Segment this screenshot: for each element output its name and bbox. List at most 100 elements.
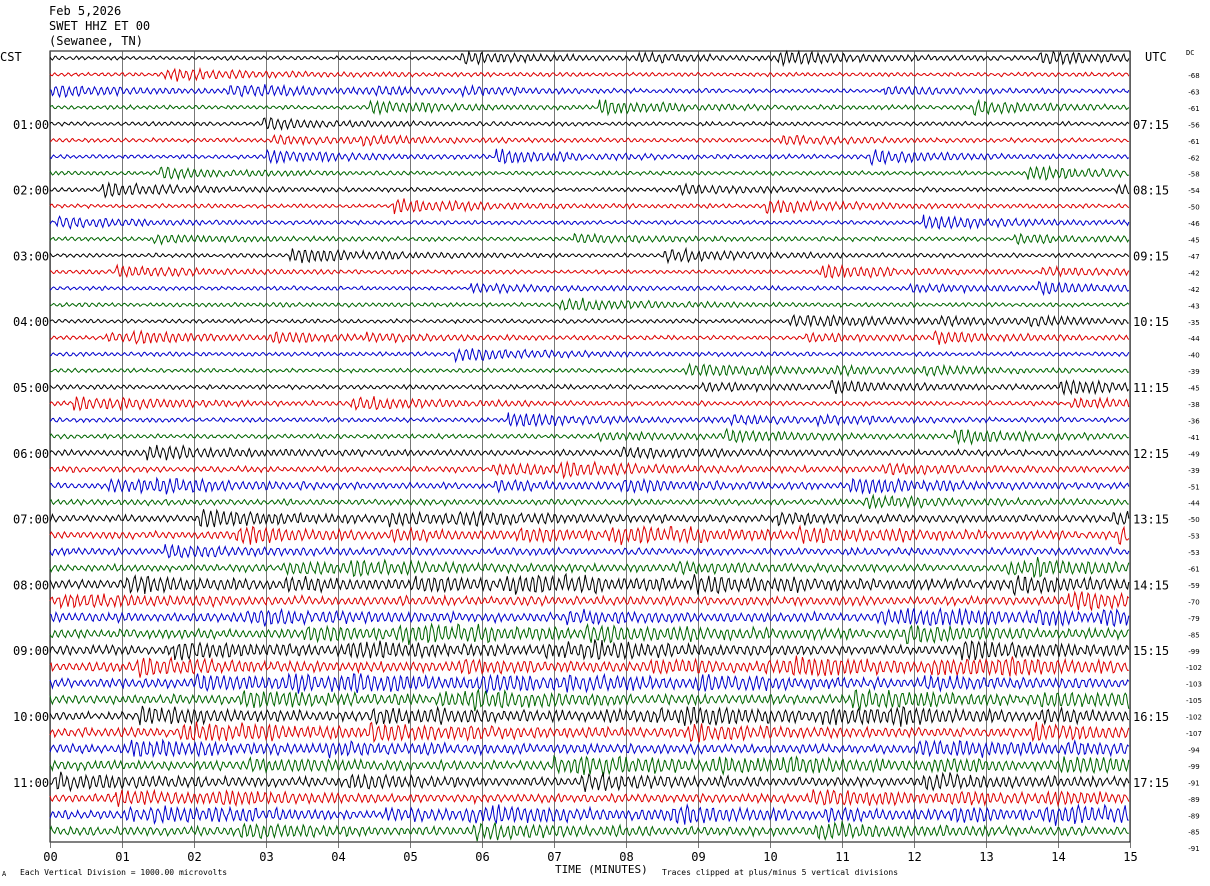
seismic-trace bbox=[49, 181, 1130, 199]
right-hour-label: 09:15 bbox=[1133, 249, 1169, 263]
seismic-trace bbox=[49, 622, 1130, 646]
dc-offset-label: -99 bbox=[1188, 763, 1199, 771]
dc-offset-label: -105 bbox=[1186, 697, 1202, 705]
x-tick-label: 09 bbox=[691, 850, 705, 864]
right-hour-label: 16:15 bbox=[1133, 710, 1169, 724]
left-hour-label: 02:00 bbox=[13, 184, 49, 198]
left-hour-label: 07:00 bbox=[13, 513, 49, 527]
left-timezone-label: CST bbox=[0, 50, 22, 64]
dc-offset-header: DC bbox=[1186, 49, 1195, 57]
record-date: Feb 5,2026 bbox=[49, 4, 122, 18]
seismic-trace bbox=[49, 412, 1130, 428]
dc-offset-label: -45 bbox=[1188, 237, 1199, 245]
seismic-trace bbox=[49, 524, 1130, 546]
right-hour-label: 13:15 bbox=[1133, 513, 1169, 527]
seismic-trace bbox=[49, 133, 1129, 147]
dc-offset-label: -102 bbox=[1186, 664, 1202, 672]
x-tick-label: 15 bbox=[1123, 850, 1137, 864]
x-axis-title: TIME (MINUTES) bbox=[555, 863, 648, 876]
dc-offset-label: -46 bbox=[1188, 220, 1200, 228]
right-hour-label: 14:15 bbox=[1133, 578, 1169, 592]
dc-offset-label: -41 bbox=[1188, 434, 1199, 442]
seismic-trace bbox=[49, 771, 1130, 793]
corner-mark: A bbox=[2, 870, 7, 878]
dc-offset-label: -61 bbox=[1188, 138, 1199, 146]
dc-offset-label: -53 bbox=[1188, 549, 1199, 557]
x-tick-label: 13 bbox=[979, 850, 993, 864]
x-tick-label: 02 bbox=[187, 850, 201, 864]
station-location: (Sewanee, TN) bbox=[49, 34, 143, 48]
dc-offset-label: -39 bbox=[1188, 368, 1199, 376]
right-timezone-label: UTC bbox=[1145, 50, 1167, 64]
dc-offset-label: -107 bbox=[1186, 730, 1202, 738]
left-hour-label: 06:00 bbox=[13, 447, 49, 461]
left-hour-label: 01:00 bbox=[13, 118, 49, 132]
x-tick-label: 06 bbox=[475, 850, 489, 864]
x-tick-label: 05 bbox=[403, 850, 417, 864]
seismic-trace bbox=[49, 572, 1130, 597]
dc-offset-label: -79 bbox=[1188, 615, 1199, 623]
right-hour-label: 07:15 bbox=[1133, 118, 1169, 132]
station-channel: SWET HHZ ET 00 bbox=[49, 19, 151, 33]
seismic-trace bbox=[49, 116, 1130, 131]
seismic-trace bbox=[49, 590, 1130, 612]
dc-offset-label: -43 bbox=[1188, 302, 1199, 310]
seismic-trace bbox=[49, 639, 1130, 661]
left-hour-label: 03:00 bbox=[13, 249, 49, 263]
seismic-trace bbox=[49, 83, 1130, 99]
dc-offset-label: -44 bbox=[1188, 335, 1200, 343]
seismic-trace bbox=[49, 164, 1129, 182]
seismic-trace bbox=[49, 493, 1129, 510]
right-hour-label: 08:15 bbox=[1133, 184, 1169, 198]
scale-note: Each Vertical Division = 1000.00 microvo… bbox=[20, 868, 228, 877]
seismic-trace bbox=[49, 379, 1130, 396]
dc-offset-label: -61 bbox=[1188, 105, 1199, 113]
dc-offset-label: -102 bbox=[1186, 714, 1202, 722]
right-hour-label: 12:15 bbox=[1133, 447, 1169, 461]
dc-offset-label: -89 bbox=[1188, 796, 1199, 804]
seismic-trace bbox=[49, 362, 1129, 378]
dc-offset-label: -62 bbox=[1188, 154, 1199, 162]
left-hour-label: 09:00 bbox=[13, 644, 49, 658]
dc-offset-label: -40 bbox=[1188, 352, 1199, 360]
seismic-trace bbox=[49, 721, 1130, 743]
seismic-trace bbox=[49, 214, 1130, 230]
dc-offset-label: -36 bbox=[1188, 417, 1200, 425]
dc-offset-label: -45 bbox=[1188, 385, 1199, 393]
dc-offset-label: -99 bbox=[1188, 648, 1199, 656]
x-tick-label: 04 bbox=[331, 850, 345, 864]
seismic-trace bbox=[49, 803, 1129, 826]
x-tick-label: 11 bbox=[835, 850, 849, 864]
dc-offset-label: -50 bbox=[1188, 516, 1199, 524]
seismic-traces bbox=[49, 49, 1130, 842]
right-hour-label: 10:15 bbox=[1133, 315, 1169, 329]
dc-offset-label: -47 bbox=[1188, 253, 1199, 261]
seismic-trace bbox=[49, 460, 1130, 480]
seismic-trace bbox=[49, 297, 1130, 311]
dc-offset-label: -44 bbox=[1188, 500, 1200, 508]
dc-offset-label: -91 bbox=[1188, 845, 1199, 853]
left-hour-label: 08:00 bbox=[13, 578, 49, 592]
seismic-trace bbox=[49, 444, 1130, 461]
dc-offset-label: -38 bbox=[1188, 401, 1199, 409]
seismic-trace bbox=[49, 98, 1130, 117]
seismic-trace bbox=[49, 820, 1129, 842]
dc-offset-label: -68 bbox=[1188, 72, 1199, 80]
seismic-trace bbox=[49, 148, 1130, 167]
seismic-trace bbox=[49, 427, 1129, 446]
right-hour-label: 11:15 bbox=[1133, 381, 1169, 395]
dc-offset-label: -42 bbox=[1188, 269, 1199, 277]
seismic-trace bbox=[49, 754, 1130, 777]
seismic-trace bbox=[49, 232, 1130, 246]
seismic-trace bbox=[49, 198, 1130, 215]
dc-offset-label: -39 bbox=[1188, 467, 1199, 475]
right-hour-label: 17:15 bbox=[1133, 776, 1169, 790]
dc-offset-label: -53 bbox=[1188, 533, 1199, 541]
x-tick-label: 03 bbox=[259, 850, 273, 864]
right-hour-label: 15:15 bbox=[1133, 644, 1169, 658]
dc-offset-label: -85 bbox=[1188, 631, 1199, 639]
left-hour-label: 04:00 bbox=[13, 315, 49, 329]
seismic-trace bbox=[49, 329, 1130, 345]
dc-offset-label: -58 bbox=[1188, 171, 1199, 179]
